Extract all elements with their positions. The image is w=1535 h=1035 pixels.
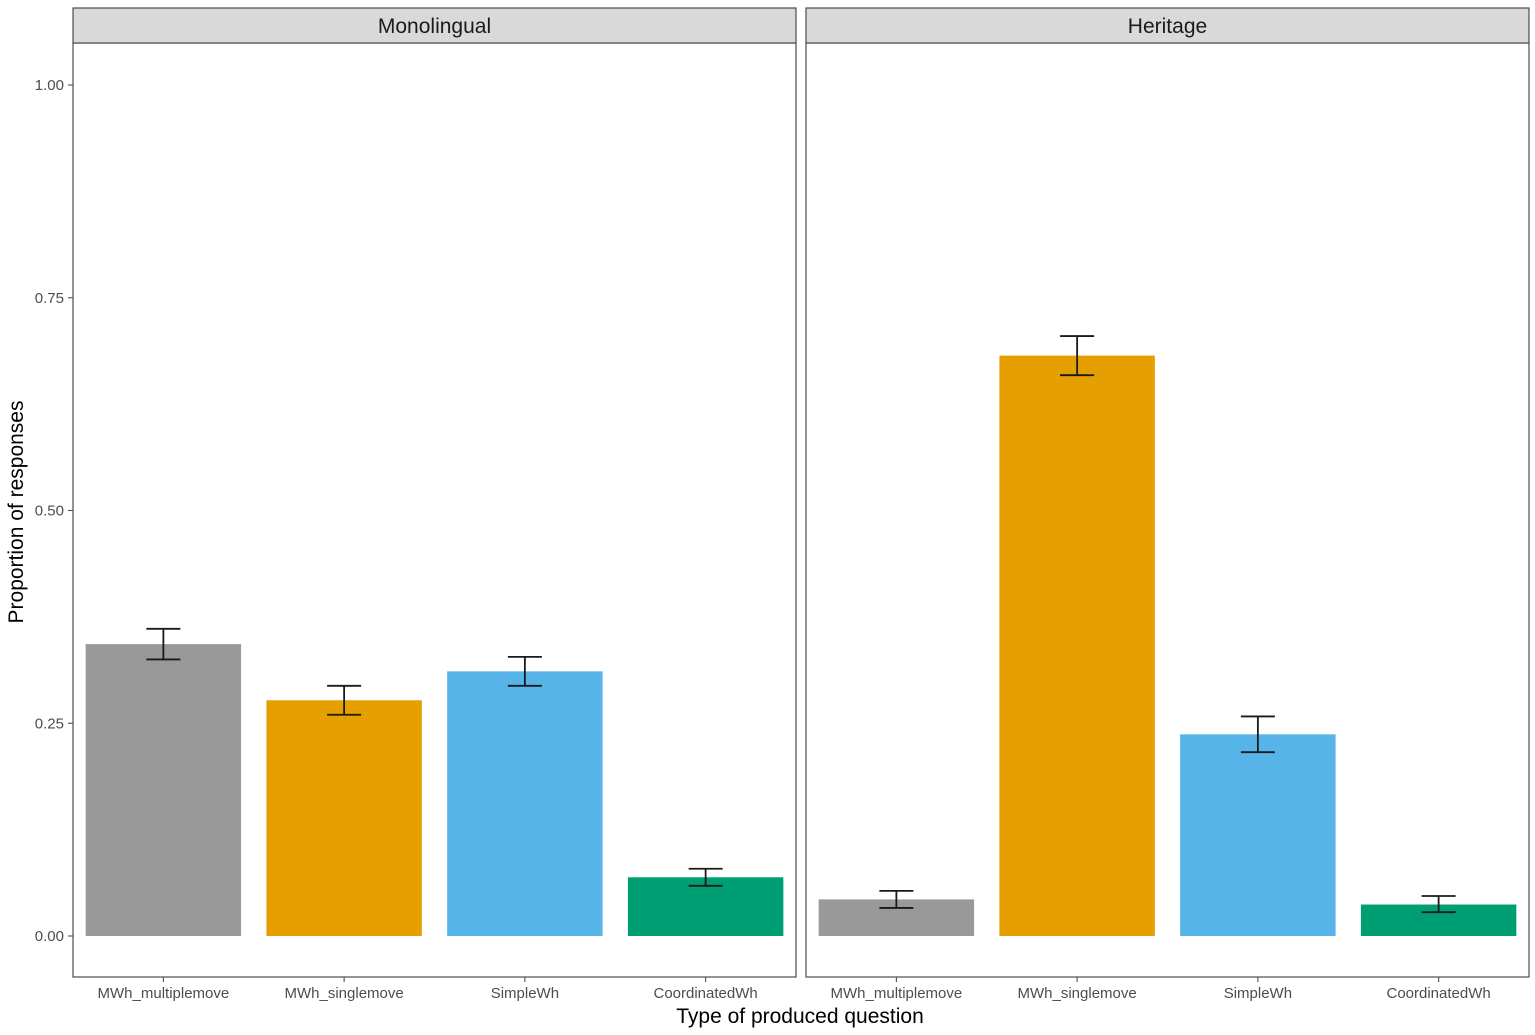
x-tick-label: SimpleWh bbox=[491, 985, 559, 1002]
y-tick-label: 0.00 bbox=[35, 928, 64, 945]
bar-mwh-singlemove bbox=[999, 355, 1155, 936]
y-tick-label: 0.50 bbox=[35, 503, 64, 520]
panel-border bbox=[805, 42, 1530, 978]
x-tick-label: MWh_multiplemove bbox=[98, 985, 230, 1002]
x-tick-label: MWh_multiplemove bbox=[831, 985, 963, 1002]
facet-strip-label: Heritage bbox=[1128, 15, 1207, 38]
y-axis-title: Proportion of responses bbox=[5, 401, 28, 624]
facet-strip-label: Monolingual bbox=[378, 15, 491, 38]
facet-panel-monolingual: Monolingual MWh_multiplemove MWh_singlemov… bbox=[72, 7, 797, 1002]
bar-mwh-multiplemove bbox=[85, 644, 242, 936]
error-bar bbox=[1240, 715, 1275, 754]
x-axis-title: Type of produced question bbox=[676, 1005, 924, 1028]
error-bar bbox=[1421, 895, 1456, 914]
y-tick-label: 1.00 bbox=[35, 77, 64, 94]
x-tick-label: MWh_singlemove bbox=[1018, 985, 1137, 1002]
facet-strip bbox=[805, 7, 1530, 44]
x-tick-label: CoordinatedWh bbox=[1387, 985, 1491, 1002]
y-tick-label: 0.75 bbox=[35, 290, 64, 307]
error-bar bbox=[327, 684, 362, 716]
x-tick-label: SimpleWh bbox=[1224, 985, 1292, 1002]
facet-panel-heritage: Heritage MWh_multiplemove MWh_singlemove Si… bbox=[805, 7, 1530, 1002]
bar-mwh-singlemove bbox=[266, 700, 422, 936]
facet-strip bbox=[72, 7, 797, 44]
x-tick-label: MWh_singlemove bbox=[285, 985, 404, 1002]
y-tick-label: 0.25 bbox=[35, 715, 64, 732]
error-bar bbox=[1060, 335, 1095, 377]
bar-simplewh bbox=[447, 671, 603, 936]
error-bar bbox=[879, 889, 914, 909]
x-tick-label: CoordinatedWh bbox=[654, 985, 758, 1002]
bar-simplewh bbox=[1180, 734, 1336, 936]
bar-coordinatedwh bbox=[627, 877, 784, 936]
error-bar bbox=[688, 867, 723, 887]
error-bar bbox=[507, 655, 542, 687]
error-bar bbox=[146, 627, 181, 661]
